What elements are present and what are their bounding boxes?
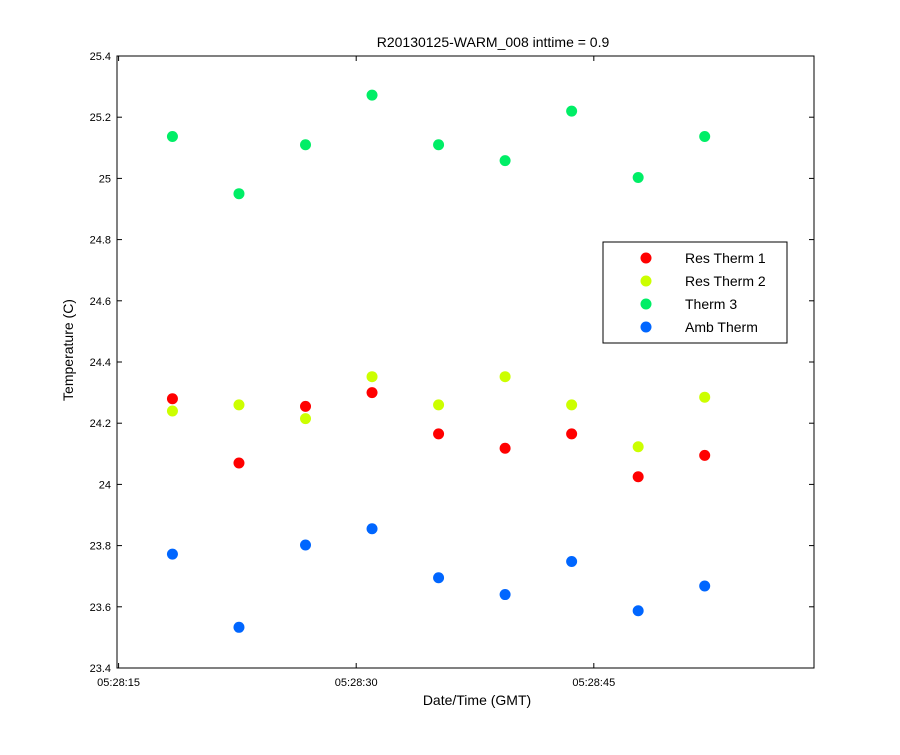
data-point-series-2 [499,371,511,383]
data-point-series-4 [300,539,312,551]
data-point-series-1 [233,457,245,469]
plot-area [116,55,815,669]
data-point-series-2 [433,399,445,411]
data-point-series-1 [166,393,178,405]
data-point-series-2 [699,391,711,403]
y-tick-label: 24.8 [90,235,111,247]
data-point-series-1 [300,400,312,412]
data-point-series-3 [632,171,644,183]
legend-marker [640,321,652,333]
legend-label: Res Therm 1 [685,250,766,266]
data-point-series-1 [366,387,378,399]
data-point-series-2 [166,405,178,417]
data-point-series-3 [566,105,578,117]
legend: Res Therm 1 Res Therm 2 Therm 3 Amb Therm [602,241,788,344]
data-point-series-1 [566,428,578,440]
y-tick-label: 24.2 [90,418,111,430]
y-tick-label: 25.4 [90,51,111,63]
y-axis: 23.4 23.6 23.8 24 24.2 24.4 24.6 24.8 25 25.2 25.4 [90,51,814,675]
x-tick-label: 05:28:15 [97,677,140,689]
y-tick-label: 24.6 [90,296,111,308]
data-point-series-4 [233,621,245,633]
data-point-series-4 [166,548,178,560]
legend-marker [640,252,652,264]
x-axis: 05:28:15 05:28:30 05:28:45 [97,56,615,689]
y-tick-label: 23.6 [90,602,111,614]
y-tick-label: 24.4 [90,357,111,369]
legend-label: Res Therm 2 [685,273,766,289]
y-tick-label: 25.2 [90,112,111,124]
data-point-series-1 [499,442,511,454]
data-point-series-4 [566,556,578,568]
y-tick-label: 23.4 [90,663,111,675]
data-point-series-2 [300,413,312,425]
legend-marker [640,275,652,287]
x-axis-title: Date/Time (GMT) [423,692,531,708]
data-point-series-3 [366,89,378,101]
legend-marker [640,298,652,310]
data-points [166,89,711,633]
data-point-series-3 [300,139,312,151]
data-point-series-3 [166,130,178,142]
data-point-series-3 [233,188,245,200]
data-point-series-1 [433,428,445,440]
y-tick-label: 23.8 [90,541,111,553]
legend-label: Therm 3 [685,296,737,312]
data-point-series-4 [366,523,378,535]
data-point-series-2 [566,399,578,411]
data-point-series-4 [499,589,511,601]
data-point-series-4 [433,572,445,584]
y-tick-label: 25 [99,173,111,185]
data-point-series-1 [699,449,711,461]
data-point-series-1 [632,471,644,483]
legend-label: Amb Therm [685,319,758,335]
legend-box [602,241,788,344]
data-point-series-3 [499,155,511,167]
data-point-series-2 [632,441,644,453]
chart-title: R20130125-WARM_008 inttime = 0.9 [377,34,610,50]
data-point-series-3 [699,130,711,142]
y-axis-title: Temperature (C) [60,299,76,401]
x-tick-label: 05:28:45 [572,677,615,689]
data-point-series-2 [233,399,245,411]
data-point-series-3 [433,139,445,151]
data-point-series-2 [366,371,378,383]
x-tick-label: 05:28:30 [335,677,378,689]
y-tick-label: 24 [99,479,111,491]
data-point-series-4 [632,605,644,617]
data-point-series-4 [699,580,711,592]
